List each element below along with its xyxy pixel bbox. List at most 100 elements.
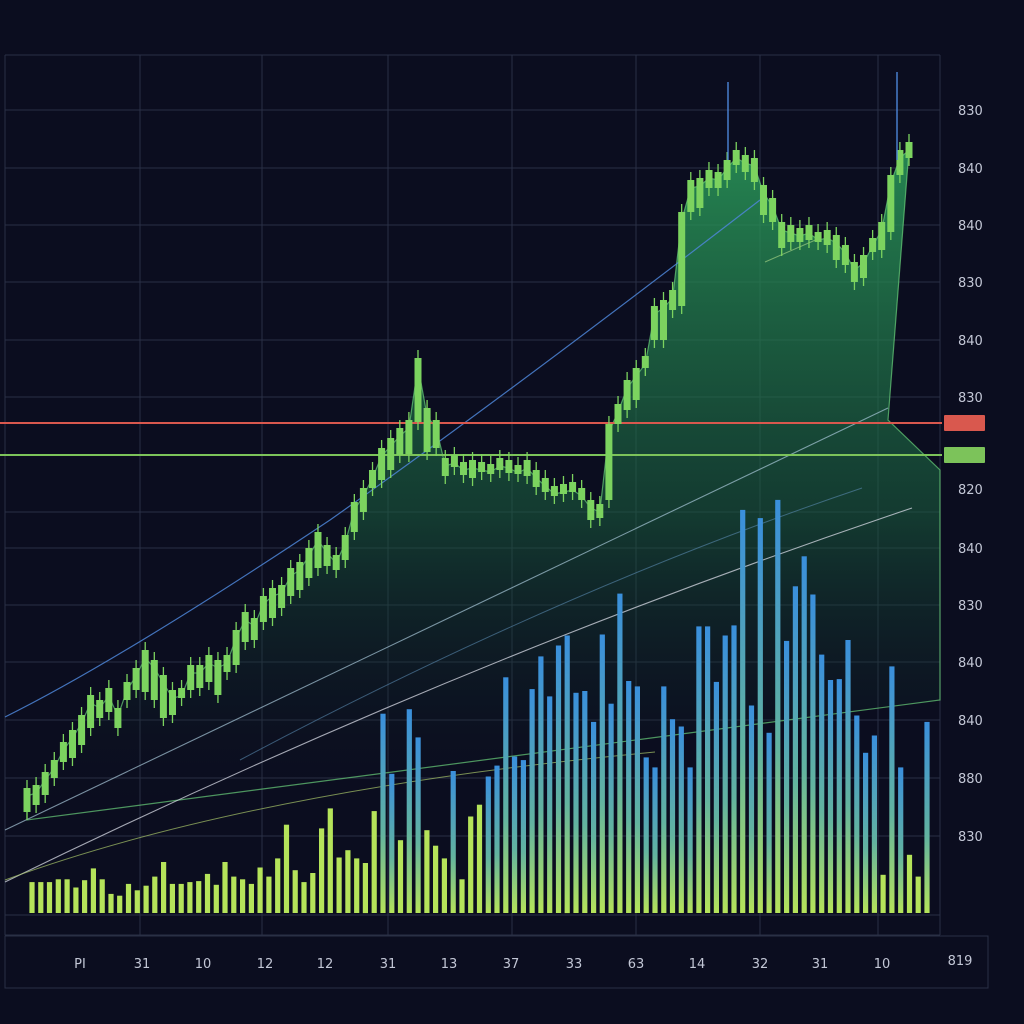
candle-body xyxy=(332,555,340,570)
candle-body xyxy=(750,158,758,182)
y-tick-label: 830 xyxy=(958,599,983,614)
volume-bar xyxy=(362,863,368,914)
candle-body xyxy=(805,225,813,240)
volume-bar xyxy=(564,635,570,914)
volume-bar xyxy=(327,808,333,913)
volume-bar xyxy=(441,858,447,913)
x-tick-label: 32 xyxy=(752,957,769,972)
candle-body xyxy=(196,665,204,688)
candle-body xyxy=(23,788,31,812)
candle-body xyxy=(869,238,877,252)
candle-body xyxy=(896,150,904,175)
volume-bar xyxy=(538,656,544,913)
candle-body xyxy=(487,464,495,474)
candle-body xyxy=(787,225,795,242)
candle-body xyxy=(832,235,840,260)
volume-bar xyxy=(82,880,88,913)
volume-bar xyxy=(152,876,158,913)
volume-bar xyxy=(591,721,597,913)
candle-body xyxy=(887,175,895,232)
volume-bar xyxy=(29,882,35,913)
volume-bar xyxy=(626,681,632,913)
candle-body xyxy=(59,742,67,762)
volume-bar xyxy=(634,686,640,913)
candle-body xyxy=(241,612,249,642)
candle-body xyxy=(496,458,504,470)
volume-bar xyxy=(775,499,781,913)
x-tick-label: 63 xyxy=(628,957,645,972)
volume-bar xyxy=(731,625,737,913)
candle-body xyxy=(541,478,549,492)
volume-bar xyxy=(547,696,553,913)
x-axis-ticks: PI 31 10 12 12 31 13 37 33 63 14 32 31 10 819 xyxy=(74,954,972,972)
candle-body xyxy=(205,655,213,682)
candle-body xyxy=(532,470,540,487)
volume-bar xyxy=(292,870,298,913)
volume-bar xyxy=(889,666,895,913)
candle-body xyxy=(323,545,331,566)
x-tick-label: 10 xyxy=(874,957,891,972)
candle-body xyxy=(387,438,395,470)
candle-body xyxy=(178,688,186,698)
candle-body xyxy=(450,455,458,467)
volume-bar xyxy=(661,686,667,913)
candle-body xyxy=(287,568,295,596)
volume-bar xyxy=(117,895,123,913)
candle-body xyxy=(469,460,476,478)
candle-body xyxy=(350,502,358,532)
candle-body xyxy=(614,404,622,424)
candle-body xyxy=(560,484,567,494)
volume-bars xyxy=(29,499,930,914)
y-tick-label: 840 xyxy=(958,334,983,349)
candle-body xyxy=(850,262,858,282)
y-axis-ticks: 830 840 840 830 840 830 820 840 830 840 840 880 830 xyxy=(958,104,983,845)
candle-body xyxy=(769,198,777,222)
volume-bar xyxy=(450,771,456,913)
candle-body xyxy=(159,675,167,718)
volume-bar xyxy=(529,689,535,913)
candle-body xyxy=(550,486,558,496)
volume-bar xyxy=(213,884,219,913)
volume-bar xyxy=(748,705,755,913)
volume-bar xyxy=(125,883,132,913)
candle-body xyxy=(687,180,695,212)
y-tick-label: 830 xyxy=(958,830,983,845)
price-level-marker xyxy=(944,447,985,463)
volume-bar xyxy=(845,640,851,913)
candle-body xyxy=(87,695,95,728)
volume-bar xyxy=(336,857,342,913)
volume-bar xyxy=(863,752,869,913)
volume-bar xyxy=(380,713,386,913)
volume-bar xyxy=(178,883,184,913)
candle-body xyxy=(705,170,713,188)
price-level-marker xyxy=(944,415,985,431)
volume-bar xyxy=(906,854,913,913)
candle-body xyxy=(514,465,522,474)
trend-line-green xyxy=(4,751,656,881)
candle-body xyxy=(723,160,731,180)
volume-bar xyxy=(494,765,500,913)
y-tick-label: 840 xyxy=(958,162,983,177)
candle-body xyxy=(905,142,913,158)
volume-bar xyxy=(476,804,483,913)
volume-bar xyxy=(345,850,351,913)
volume-bar xyxy=(643,757,649,913)
candle-body xyxy=(796,228,804,242)
volume-bar xyxy=(415,737,421,913)
x-tick-label: 13 xyxy=(441,957,458,972)
candle-body xyxy=(132,668,140,690)
candle-body xyxy=(623,380,631,410)
volume-bar xyxy=(485,776,491,913)
volume-bar xyxy=(187,882,193,913)
candle-body xyxy=(96,700,104,718)
volume-bar xyxy=(319,828,325,913)
candle-body xyxy=(605,424,613,500)
x-tick-label: 31 xyxy=(812,957,829,972)
volume-bar xyxy=(722,635,728,914)
candles xyxy=(23,72,913,820)
candle-body xyxy=(232,630,240,665)
volume-bar xyxy=(468,816,474,913)
y-tick-label: 830 xyxy=(958,391,983,406)
